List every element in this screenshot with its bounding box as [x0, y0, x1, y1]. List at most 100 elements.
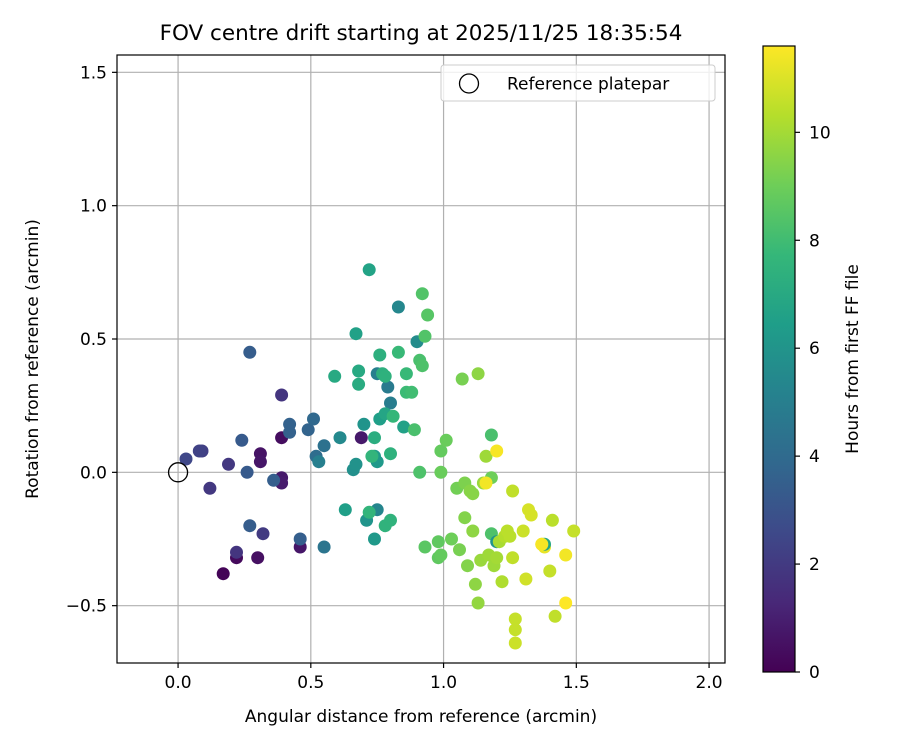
data-point	[391, 300, 405, 314]
data-point	[275, 388, 289, 402]
data-point	[466, 487, 480, 501]
legend-marker	[458, 73, 480, 94]
legend-label: Reference platepar	[507, 75, 669, 95]
data-point	[384, 396, 397, 410]
colorbar-tick-label: 0	[809, 663, 820, 683]
x-tick-label: 0.0	[165, 673, 192, 693]
data-point	[431, 535, 445, 549]
y-tick-label: 1.5	[80, 63, 107, 83]
legend: Reference platepar	[440, 64, 716, 102]
data-point	[495, 575, 509, 589]
data-point	[506, 484, 520, 498]
data-point	[418, 329, 432, 343]
data-point	[251, 551, 265, 565]
data-point	[471, 367, 485, 381]
data-point	[216, 567, 230, 581]
data-point	[506, 551, 520, 565]
data-point	[413, 465, 427, 479]
data-point	[524, 508, 538, 522]
data-point	[418, 540, 432, 554]
data-point	[243, 519, 257, 533]
data-point	[503, 529, 517, 543]
reference-point	[167, 462, 189, 483]
data-point	[349, 457, 363, 471]
colorbar-gradient	[763, 46, 795, 672]
y-axis-label: Rotation from reference (arcmin)	[23, 219, 43, 499]
data-point	[365, 449, 379, 463]
data-point	[519, 572, 533, 586]
data-point	[301, 423, 315, 437]
data-point	[307, 412, 320, 426]
data-point	[484, 428, 498, 442]
data-point	[434, 548, 448, 562]
data-point	[243, 345, 257, 359]
data-point	[203, 481, 217, 495]
data-point	[230, 545, 243, 559]
data-point	[240, 465, 254, 479]
y-tick-label: 1.0	[80, 197, 107, 217]
y-tick-label: 0.0	[80, 463, 107, 483]
data-point	[434, 465, 448, 479]
data-point	[352, 377, 366, 391]
colorbar-tick-label: 2	[809, 555, 820, 575]
data-point	[545, 513, 559, 527]
data-point	[349, 327, 363, 341]
colorbar-ticks: 0 2 4 6 8 10	[795, 123, 831, 683]
colorbar: 0 2 4 6 8 10 Hours from first FF file	[762, 45, 863, 683]
data-point	[267, 473, 281, 487]
data-point	[479, 476, 493, 490]
data-point	[333, 431, 347, 445]
data-point	[293, 532, 307, 546]
data-points	[179, 263, 581, 650]
data-point	[543, 564, 557, 578]
data-point	[559, 596, 573, 610]
data-point	[461, 559, 474, 573]
data-point	[381, 380, 395, 394]
data-point	[490, 444, 504, 458]
colorbar-tick-label: 8	[809, 231, 820, 251]
data-point	[362, 505, 376, 519]
data-point	[312, 455, 326, 469]
x-tick-label: 1.0	[430, 673, 457, 693]
data-point	[391, 345, 405, 359]
data-point	[384, 447, 397, 461]
data-point	[458, 511, 472, 525]
colorbar-tick-label: 6	[809, 339, 820, 359]
data-point	[397, 420, 411, 434]
data-point	[434, 444, 448, 458]
data-point	[479, 449, 493, 463]
data-point	[453, 543, 466, 557]
data-point	[222, 457, 235, 471]
data-point	[354, 431, 368, 445]
y-axis-ticks: −0.5 0.0 0.5 1.0 1.5	[66, 63, 117, 617]
data-point	[256, 527, 270, 541]
data-point	[407, 423, 421, 437]
data-point	[490, 551, 504, 565]
data-point	[421, 308, 435, 322]
y-tick-label: 0.5	[80, 330, 107, 350]
chart-title: FOV centre drift starting at 2025/11/25 …	[160, 21, 683, 46]
data-point	[471, 596, 485, 610]
data-point	[378, 369, 392, 383]
data-point	[516, 524, 530, 538]
data-point	[253, 455, 267, 469]
data-point	[455, 372, 469, 386]
data-point	[338, 503, 352, 517]
colorbar-tick-label: 4	[809, 447, 820, 467]
x-axis-label: Angular distance from reference (arcmin)	[245, 707, 597, 727]
data-point	[328, 369, 342, 383]
y-tick-label: −0.5	[66, 597, 107, 617]
data-point	[548, 609, 562, 623]
data-point	[466, 524, 480, 538]
reference-marker	[167, 462, 189, 483]
data-point	[405, 385, 419, 399]
data-point	[468, 577, 482, 591]
data-point	[317, 439, 331, 453]
colorbar-label: Hours from first FF file	[843, 264, 863, 454]
data-point	[508, 612, 522, 626]
data-point	[368, 532, 381, 546]
data-point	[362, 263, 376, 277]
data-point	[317, 540, 331, 554]
x-axis-ticks: 0.0 0.5 1.0 1.5 2.0	[165, 663, 723, 693]
